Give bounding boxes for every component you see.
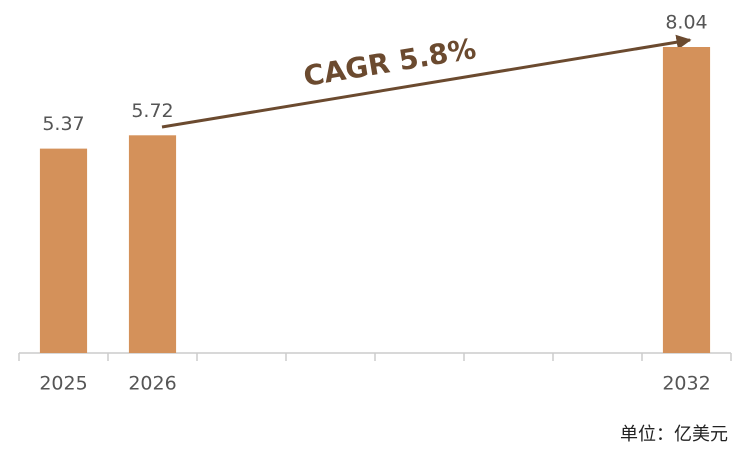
- cagr-label: CAGR 5.8%: [301, 32, 478, 93]
- bar: [128, 135, 177, 353]
- value-label: 8.04: [665, 12, 707, 34]
- bar: [662, 47, 711, 353]
- x-tick-label: 2025: [39, 373, 87, 395]
- bar: [39, 148, 88, 353]
- unit-label: 单位：亿美元: [620, 424, 728, 445]
- value-label: 5.37: [42, 113, 84, 135]
- cagr-arrow: [161, 34, 692, 129]
- x-tick-label: 2026: [128, 373, 176, 395]
- x-tick-label: 2032: [662, 373, 710, 395]
- value-label: 5.72: [131, 100, 173, 122]
